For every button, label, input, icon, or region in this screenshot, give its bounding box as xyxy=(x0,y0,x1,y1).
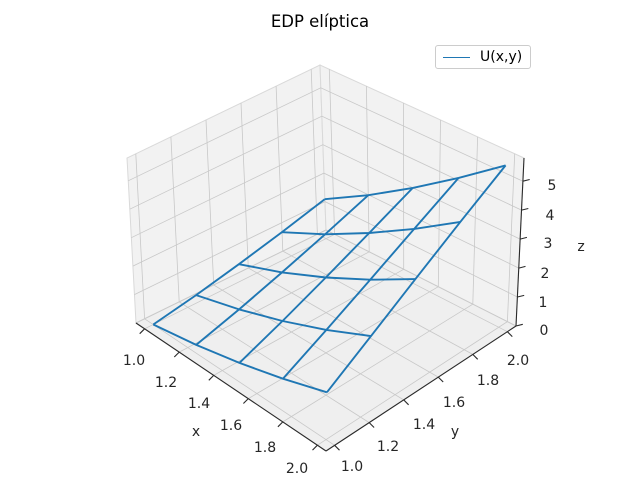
y-tick xyxy=(472,354,479,360)
chart-title: EDP elíptica xyxy=(270,12,370,31)
y-tick xyxy=(334,444,340,451)
legend-label: U(x,y) xyxy=(480,49,523,65)
wireframe-column xyxy=(282,177,460,380)
tick-marks xyxy=(139,178,530,451)
tick-labels: 1.0 1.2 1.4 1.6 1.8 2.0 1.0 1.2 1.4 1.6 1.8 2.0 0 1 2 3… xyxy=(123,178,557,477)
grid-line-z xyxy=(134,201,518,298)
x-tick xyxy=(139,328,145,335)
x-tick-label: 1.6 xyxy=(220,418,242,434)
z-tick-label: 1 xyxy=(539,295,548,311)
x-tick xyxy=(312,444,318,451)
axis-lines xyxy=(135,157,525,452)
z-tick xyxy=(515,323,523,327)
legend-box: U(x,y) xyxy=(435,45,531,69)
z-tick xyxy=(522,178,530,182)
y-tick-label: 1.4 xyxy=(413,417,435,433)
axis-labels: x y z xyxy=(192,239,585,440)
z-tick-label: 3 xyxy=(544,236,553,252)
z-tick xyxy=(521,207,529,211)
x-tick xyxy=(173,351,180,358)
z-tick xyxy=(518,265,526,269)
x-tick-label: 1.8 xyxy=(254,440,276,456)
z-tick-label: 4 xyxy=(546,208,555,224)
y-tick xyxy=(368,422,375,428)
z-axis-line xyxy=(515,157,525,327)
wireframe-column xyxy=(326,164,507,393)
wireframe-column xyxy=(238,187,414,364)
wireframe-column xyxy=(195,194,369,346)
y-tick xyxy=(507,331,513,337)
z-axis-label: z xyxy=(577,239,584,255)
x-axis-label: x xyxy=(192,424,200,440)
x-tick xyxy=(277,421,284,428)
y-tick xyxy=(437,376,444,383)
wireframe-surface xyxy=(152,164,507,394)
x-tick xyxy=(208,375,215,381)
y-axis-line xyxy=(325,325,517,452)
z-tick xyxy=(519,236,528,240)
z-tick-label: 5 xyxy=(548,178,557,194)
x-tick-label: 1.2 xyxy=(155,375,177,391)
wireframe-column xyxy=(152,198,326,326)
grid-line-z xyxy=(128,87,524,182)
y-tick-label: 1.6 xyxy=(443,395,465,411)
x-axis-line xyxy=(135,322,327,452)
x-tick-label: 2.0 xyxy=(286,461,308,477)
y-tick-label: 1.0 xyxy=(341,459,363,475)
y-tick-label: 1.2 xyxy=(377,439,399,455)
y-axis-label: y xyxy=(451,424,459,440)
z-tick-label: 0 xyxy=(540,323,549,339)
axes-panes xyxy=(126,64,525,452)
x-tick-label: 1.0 xyxy=(123,353,145,369)
x-tick-label: 1.4 xyxy=(188,396,210,412)
y-tick-label: 1.8 xyxy=(477,373,499,389)
legend-line-sample xyxy=(443,56,470,58)
y-tick-label: 2.0 xyxy=(507,353,529,369)
grid-line-z xyxy=(132,172,519,269)
x-tick xyxy=(243,398,249,404)
z-tick-label: 2 xyxy=(541,266,550,282)
z-tick xyxy=(517,294,525,298)
grid-line-z xyxy=(131,144,521,240)
y-tick xyxy=(403,399,409,406)
